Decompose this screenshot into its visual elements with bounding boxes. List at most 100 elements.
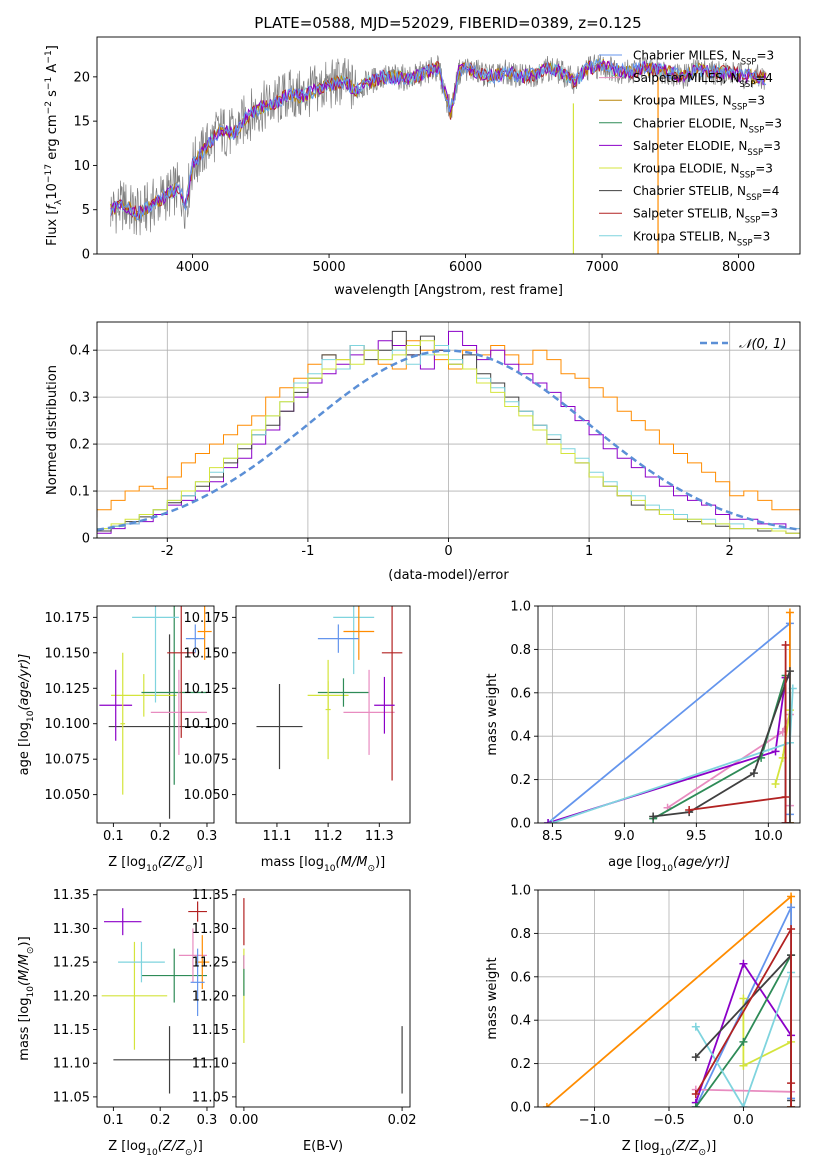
y-tick-label: 0.3 — [69, 391, 90, 406]
spectrum-plot — [110, 54, 767, 254]
errorbar-point — [120, 652, 126, 795]
weight-line-blue — [547, 621, 791, 823]
spectrum-model-line-purple — [110, 60, 767, 217]
y-tick-label: 10.050 — [45, 788, 91, 803]
weight-marker — [787, 892, 796, 901]
x-tick-label: 8.5 — [542, 829, 563, 844]
x-tick-label: 0 — [444, 544, 452, 559]
spectrum-x-label: wavelength [Angstrom, rest frame] — [334, 283, 563, 298]
y-tick-label: 0.6 — [510, 970, 531, 985]
y-tick-label: 11.20 — [192, 989, 229, 1004]
y-tick-label: 10.175 — [184, 611, 230, 626]
legend-label: Kroupa MILES, NSSP=3 — [633, 94, 765, 112]
spectrum-axes: 4000 5000 6000 7000 8000 0 5 10 15 20 Chabrier MIL… — [44, 36, 801, 298]
spectrum-model-line-blue — [110, 57, 767, 221]
weight-marker — [787, 1103, 796, 1107]
errorbar-point — [167, 606, 196, 738]
y-tick-label: 0.8 — [510, 643, 531, 658]
histogram-yellowgreen — [97, 340, 800, 538]
errorbar-point — [141, 948, 207, 1003]
axes-frame — [96, 889, 215, 1108]
weight_vs_age-x-label: age [log10(age/yr)] — [608, 855, 730, 874]
y-tick-label: 10.050 — [184, 788, 230, 803]
weight-marker — [649, 812, 658, 821]
errorbar-point — [325, 659, 331, 760]
y-tick-label: 11.20 — [53, 989, 90, 1004]
x-tick-label: 9.5 — [686, 829, 707, 844]
errorbar-point — [188, 901, 207, 922]
y-tick-label: 10.175 — [45, 611, 91, 626]
errorbar-point — [141, 606, 207, 785]
axes-frame — [537, 889, 801, 1108]
spectrum-data-line — [110, 54, 767, 236]
axes-frame — [96, 605, 215, 824]
x-tick-label: 4000 — [176, 260, 209, 275]
x-tick-label: 0.00 — [229, 1113, 258, 1128]
mass_vs_z-x-label: Z [log10(Z/Z⊙)] — [108, 1139, 203, 1158]
y-tick-label: 0.4 — [69, 344, 90, 359]
y-tick-label: 11.05 — [192, 1090, 229, 1105]
legend-label: Salpeter STELIB, NSSP=3 — [633, 207, 778, 225]
mass_vs_ebv-axes: 0.00 0.02 11.05 11.10 11.15 11.20 11.25 11.30 11… — [192, 888, 417, 1154]
spectrum-model-line-goldenrod — [110, 58, 767, 222]
x-tick-label: 0.1 — [103, 829, 124, 844]
weight-line-darkred — [689, 645, 787, 823]
weight-marker — [739, 959, 748, 968]
weight-line-seagreen — [652, 675, 787, 823]
y-tick-label: 0.1 — [69, 485, 90, 500]
y-tick-label: 0.2 — [69, 438, 90, 453]
y-tick-label: 10.075 — [184, 753, 230, 768]
weight-marker — [691, 1089, 700, 1098]
weight-marker — [544, 819, 553, 823]
x-tick-label: 10.0 — [754, 829, 783, 844]
weight_vs_age-grid — [538, 605, 800, 824]
errorbar-point — [111, 674, 177, 717]
residuals-axes: -2 -1 0 1 2 0 0.1 0.2 0.3 0.4 𝒩(0, 1) (data-model)/… — [45, 321, 801, 583]
errorbar-point — [108, 634, 214, 819]
errorbar-point — [317, 678, 370, 707]
weight-marker — [749, 769, 758, 778]
weight_vs_age-plot — [544, 608, 797, 823]
weight-marker — [781, 819, 790, 823]
errorbar-point — [343, 606, 375, 660]
weight-line-gray — [653, 670, 791, 823]
axes-frame — [235, 889, 411, 1108]
weight-marker — [691, 1053, 700, 1062]
y-tick-label: 0.6 — [510, 686, 531, 701]
y-tick-label: 1.0 — [510, 884, 531, 899]
weight-marker — [739, 1061, 748, 1070]
errorbar-point — [190, 948, 205, 1017]
y-tick-label: 11.30 — [192, 922, 229, 937]
errorbar-point — [197, 606, 212, 660]
errorbar-point — [374, 676, 395, 734]
axes-frame — [96, 36, 801, 255]
y-tick-label: 0.4 — [510, 1014, 531, 1029]
errorbar-point — [343, 669, 395, 755]
y-tick-label: 11.35 — [192, 888, 229, 903]
weight-marker — [787, 925, 796, 934]
legend-label: Kroupa STELIB, NSSP=3 — [633, 229, 770, 247]
y-tick-label: 10.075 — [45, 753, 91, 768]
x-tick-label: 11.2 — [314, 829, 343, 844]
spectrum-legend: Chabrier MILES, NSSP=3 Salpeter MILES, NS… — [599, 49, 782, 247]
weight_vs_age-y-label: mass weight — [485, 673, 500, 755]
normal-curve — [97, 349, 800, 532]
errorbar-point — [256, 684, 303, 770]
errorbar-point — [150, 669, 207, 755]
weight-marker — [787, 903, 796, 912]
x-tick-label: 2 — [726, 544, 734, 559]
histogram-orange — [97, 340, 800, 518]
weight-line-darkred — [695, 925, 792, 1107]
x-tick-label: 5000 — [313, 260, 346, 275]
mass_vs_z-axes: 0.1 0.2 0.3 11.05 11.10 11.15 11.20 11.25 11.30 1… — [17, 888, 217, 1158]
mass_vs_z-plot — [101, 901, 214, 1094]
errorbar-point — [381, 606, 403, 781]
y-tick-label: 11.10 — [53, 1057, 90, 1072]
weight-marker — [739, 1103, 748, 1107]
y-tick-label: 20 — [73, 70, 90, 85]
x-tick-label: −1.0 — [579, 1113, 611, 1128]
residuals-y-label: Normed distribution — [45, 365, 60, 495]
weight-marker — [548, 819, 557, 823]
age_vs_z-plot — [99, 606, 214, 819]
